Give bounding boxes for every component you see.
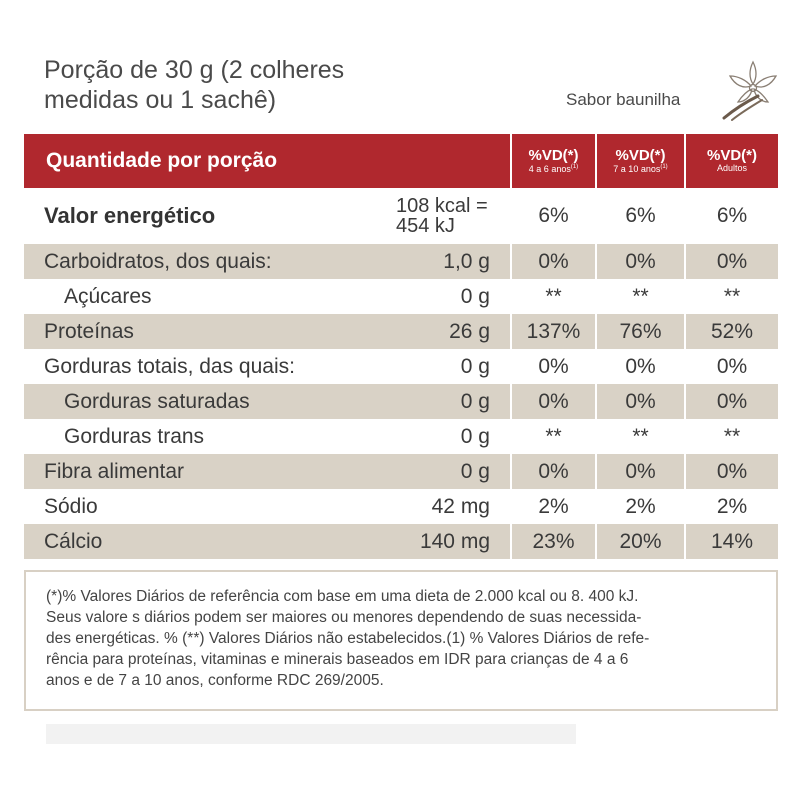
table-row: Cálcio 140 mg 23% 20% 14% xyxy=(24,524,778,559)
footnote-line: anos e de 7 a 10 anos, conforme RDC 269/… xyxy=(46,672,384,689)
serving-line-2: medidas ou 1 sachê) xyxy=(44,86,277,114)
vd-4-6: 0% xyxy=(510,244,595,279)
vd-7-10: 0% xyxy=(595,349,684,384)
table-row: Fibra alimentar 0 g 0% 0% 0% xyxy=(24,454,778,489)
vanilla-flower-icon xyxy=(722,60,778,121)
vd-7-10: 0% xyxy=(595,244,684,279)
nutrient-amount: 140 mg xyxy=(419,529,490,553)
vd-7-10: ** xyxy=(595,279,684,314)
footnote-line: des energéticas. % (**) Valores Diários … xyxy=(46,630,650,647)
vd-adults: 0% xyxy=(684,454,778,489)
table-header: Quantidade por porção %VD(*) 4 a 6 anos(… xyxy=(24,134,778,188)
nutrient-amount: 42 mg xyxy=(431,494,490,518)
table-row: Carboidratos, dos quais: 1,0 g 0% 0% 0% xyxy=(24,244,778,279)
vd-4-6: ** xyxy=(510,279,595,314)
nutrient-amount: 0 g xyxy=(460,389,490,413)
vd-adults: 0% xyxy=(684,349,778,384)
nutrient-amount: 1,0 g xyxy=(443,249,490,273)
vd-4-6: 2% xyxy=(510,489,595,524)
vd-adults: ** xyxy=(684,419,778,454)
table-row: Gorduras trans 0 g ** ** ** xyxy=(24,419,778,454)
header-col-adults: %VD(*) Adultos xyxy=(684,134,778,188)
vd-7-10: ** xyxy=(595,419,684,454)
nutrient-amount: 0 g xyxy=(460,284,490,308)
vd-7-10: 76% xyxy=(595,314,684,349)
vd-7-10: 20% xyxy=(595,524,684,559)
nutrient-name: Açúcares xyxy=(64,284,152,308)
flavor-label: Sabor baunilha xyxy=(566,90,681,109)
vd-adults: 0% xyxy=(684,244,778,279)
nutrient-amount: 0 g xyxy=(460,459,490,483)
nutrient-name: Proteínas xyxy=(44,319,134,343)
vd-adults: 52% xyxy=(684,314,778,349)
nutrient-amount: 26 g xyxy=(449,319,490,343)
nutrition-table: Quantidade por porção %VD(*) 4 a 6 anos(… xyxy=(24,134,778,559)
header-col-7-10: %VD(*) 7 a 10 anos(1) xyxy=(595,134,684,188)
faded-strip xyxy=(46,724,576,744)
vd-7-10: 2% xyxy=(595,489,684,524)
table-row: Sódio 42 mg 2% 2% 2% xyxy=(24,489,778,524)
table-row: Gorduras totais, das quais: 0 g 0% 0% 0% xyxy=(24,349,778,384)
vd-4-6: 0% xyxy=(510,349,595,384)
nutrient-name: Gorduras saturadas xyxy=(64,389,250,413)
vd-adults: 14% xyxy=(684,524,778,559)
vd-7-10: 0% xyxy=(595,384,684,419)
nutrient-amount: 108 kcal = 454 kJ xyxy=(396,195,488,237)
vd-4-6: ** xyxy=(510,419,595,454)
footnote-line: (*)% Valores Diários de referência com b… xyxy=(46,588,639,605)
footnote-line: Seus valore s diários podem ser maiores … xyxy=(46,609,642,626)
table-row-energy: Valor energético 108 kcal = 454 kJ 6% 6%… xyxy=(24,188,778,244)
vd-7-10: 6% xyxy=(595,188,684,244)
table-row: Gorduras saturadas 0 g 0% 0% 0% xyxy=(24,384,778,419)
nutrient-amount: 0 g xyxy=(460,424,490,448)
vd-4-6: 0% xyxy=(510,454,595,489)
vd-4-6: 6% xyxy=(510,188,595,244)
table-row: Proteínas 26 g 137% 76% 52% xyxy=(24,314,778,349)
vd-4-6: 23% xyxy=(510,524,595,559)
vd-4-6: 0% xyxy=(510,384,595,419)
nutrient-name: Gorduras trans xyxy=(64,424,205,448)
nutrient-name: Gorduras totais, das quais: xyxy=(44,354,295,378)
header-col-4-6: %VD(*) 4 a 6 anos(1) xyxy=(510,134,595,188)
vd-adults: 0% xyxy=(684,384,778,419)
footnote-box: (*)% Valores Diários de referência com b… xyxy=(24,570,778,711)
nutrient-name: Cálcio xyxy=(44,529,103,553)
vd-adults: ** xyxy=(684,279,778,314)
table-row: Açúcares 0 g ** ** ** xyxy=(24,279,778,314)
nutrient-amount: 0 g xyxy=(460,354,490,378)
header-title: Quantidade por porção xyxy=(46,149,278,172)
vd-7-10: 0% xyxy=(595,454,684,489)
serving-size: Porção de 30 g (2 colheres medidas ou 1 … xyxy=(44,55,404,115)
vd-4-6: 137% xyxy=(510,314,595,349)
nutrient-name: Fibra alimentar xyxy=(44,459,185,483)
nutrient-name: Carboidratos, dos quais: xyxy=(44,249,272,273)
vd-adults: 2% xyxy=(684,489,778,524)
nutrient-name: Valor energético xyxy=(44,203,216,228)
serving-line-1: Porção de 30 g (2 colheres xyxy=(44,56,345,84)
nutrient-name: Sódio xyxy=(44,494,98,518)
vd-adults: 6% xyxy=(684,188,778,244)
footnote-line: rência para proteínas, vitaminas e miner… xyxy=(46,651,629,668)
